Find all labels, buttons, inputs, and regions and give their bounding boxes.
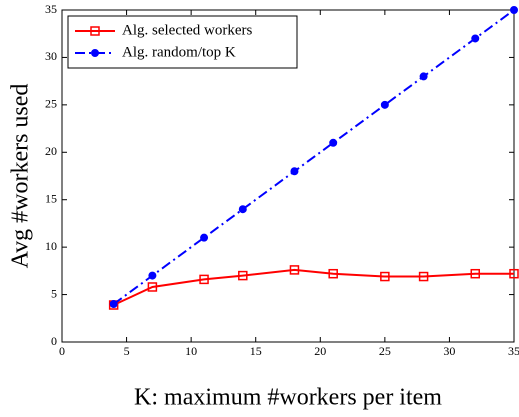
series-line [113,268,514,306]
x-tick-label: 15 [250,344,262,358]
marker [148,271,157,280]
x-tick-label: 5 [124,344,130,358]
marker [109,300,118,309]
x-tick-label: 35 [508,344,519,358]
marker [380,100,389,109]
legend-label: Alg. selected workers [122,22,253,38]
marker [238,270,248,281]
marker [418,271,429,282]
y-tick-label: 15 [45,191,57,205]
marker [290,167,299,176]
marker [147,282,158,292]
marker [380,271,390,282]
marker [91,49,99,57]
legend-label: Alg. random/top K [122,44,236,60]
marker [90,26,100,36]
legend: Alg. selected workers Alg. random/top K [67,15,298,69]
legend-box [67,15,298,69]
marker [238,205,247,214]
marker [289,265,300,275]
y-axis-label: Avg #workers used [8,84,34,269]
marker [471,34,480,43]
marker [200,233,209,242]
marker [470,268,481,279]
y-tick-label: 25 [45,97,57,111]
x-tick-label: 0 [59,344,65,358]
x-tick-label: 10 [185,344,197,358]
y-tick-label: 30 [45,49,57,63]
x-tick-label: 25 [379,344,391,358]
x-tick-label: 20 [314,344,326,358]
marker [509,268,519,279]
x-axis-label: K: maximum #workers per item [134,385,442,411]
y-tick-label: 20 [45,144,57,158]
marker [510,6,518,14]
series-line [113,9,515,305]
marker [419,72,428,81]
x-tick-label: 30 [443,344,455,358]
y-tick-label: 10 [45,239,57,253]
marker [328,268,338,279]
y-tick-label: 0 [51,334,57,348]
marker [199,274,209,285]
y-tick-label: 35 [45,2,57,16]
marker [329,138,338,147]
y-tick-label: 5 [51,286,57,300]
